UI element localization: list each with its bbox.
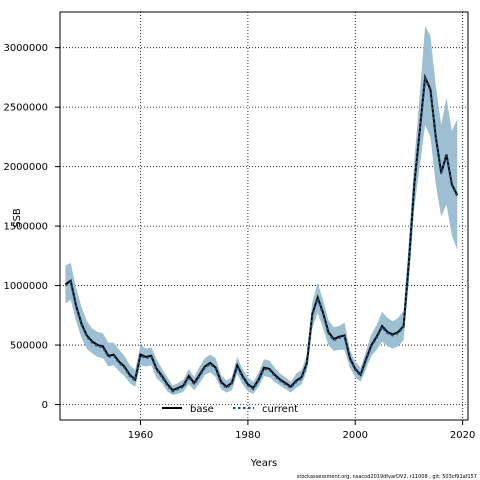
y-tick-label: 500000 — [10, 341, 48, 352]
y-axis-ticks: 0 500000 1000000 1500000 2000000 2500000 30000… — [3, 43, 60, 411]
y-axis-label: SSB — [12, 208, 23, 228]
x-tick-label: 2000 — [343, 430, 368, 441]
x-axis-ticks: 1960 1980 2000 2020 — [128, 420, 475, 441]
legend: base current — [162, 404, 298, 415]
series-line-current — [64, 74, 459, 393]
x-tick-label: 1980 — [235, 430, 260, 441]
x-tick-label: 1960 — [128, 430, 153, 441]
y-tick-label: 1000000 — [3, 281, 48, 292]
y-tick-label: 1500000 — [3, 222, 48, 233]
plot-frame — [59, 11, 469, 421]
x-axis-label: Years — [250, 458, 277, 469]
grid-lines — [60, 12, 468, 420]
y-tick-label: 2500000 — [3, 103, 48, 114]
y-tick-label: 2000000 — [3, 162, 48, 173]
y-tick-label: 3000000 — [3, 43, 48, 54]
y-tick-label: 0 — [42, 400, 48, 411]
x-tick-label: 2020 — [450, 430, 475, 441]
footer-note: stockassessment.org, nsacod2019dfvarDV2,… — [297, 474, 477, 480]
confidence-band — [65, 26, 458, 396]
legend-label-current: current — [262, 404, 298, 415]
legend-label-base: base — [190, 404, 214, 415]
